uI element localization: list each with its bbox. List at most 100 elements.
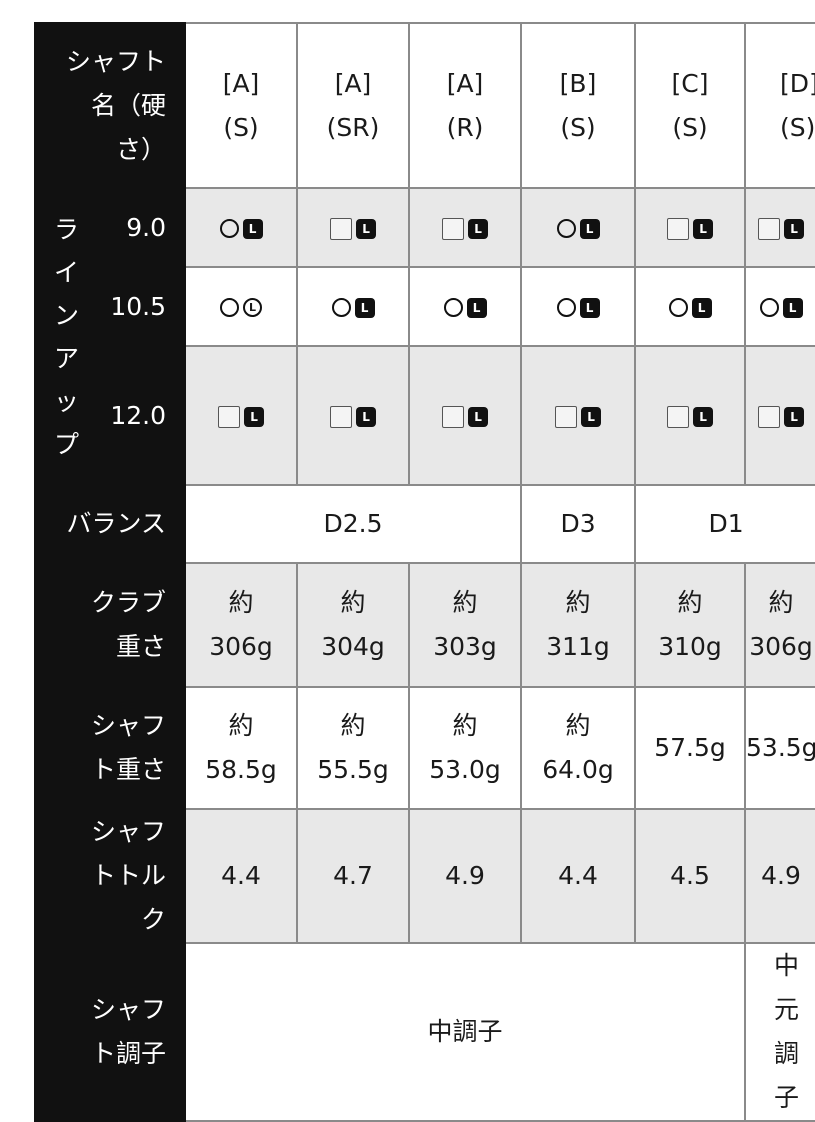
shaft-flex: (R): [446, 112, 484, 142]
left-handed-filled-icon: L: [242, 218, 263, 239]
shaft-flex: (S): [780, 112, 815, 142]
label-club-weight: クラブ重さ: [34, 562, 187, 688]
balance-value: D1: [634, 484, 815, 564]
club-weight-value: 約 303g: [408, 562, 523, 688]
label-lineup: ラインアップ: [34, 187, 96, 486]
approx-prefix: 約: [340, 588, 366, 617]
col-header: [D] (S): [744, 22, 815, 189]
left-handed-filled-icon: L: [579, 297, 600, 318]
row-balance: バランス D2.5 D3 D1: [34, 484, 815, 564]
weight-value: 306g: [749, 632, 813, 661]
lineup-cell: L: [408, 187, 523, 268]
shaft-flex: (S): [672, 112, 708, 142]
col-header: [A] (R): [408, 22, 523, 189]
left-handed-filled-icon: L: [356, 218, 377, 239]
weight-value: 304g: [321, 632, 385, 661]
approx-prefix: 約: [677, 588, 703, 617]
lineup-cell: L: [744, 266, 815, 347]
left-handed-filled-icon: L: [784, 218, 805, 239]
weight-value: 58.5g: [205, 755, 277, 784]
shaft-flex: (S): [223, 112, 259, 142]
torque-value: 4.4: [520, 808, 637, 944]
torque-value: 4.7: [296, 808, 411, 944]
club-weight-value: 約 311g: [520, 562, 637, 688]
label-shaft-flex: シャフト調子: [34, 942, 187, 1122]
lineup-cell: L: [634, 266, 747, 347]
square-icon: [758, 217, 781, 240]
weight-value: 64.0g: [542, 755, 614, 784]
balance-value: D2.5: [184, 484, 523, 564]
shaft-weight-value: 約 58.5g: [184, 686, 299, 810]
torque-value: 4.4: [184, 808, 299, 944]
shaft-flex: (S): [560, 112, 596, 142]
circle-icon: [668, 298, 688, 317]
label-shaft-weight: シャフト重さ: [34, 686, 187, 810]
balance-value: D3: [520, 484, 637, 564]
col-header: [A] (SR): [296, 22, 411, 189]
left-handed-filled-icon: L: [691, 297, 712, 318]
flex-value: 中調子: [184, 942, 747, 1122]
torque-value: 4.9: [408, 808, 523, 944]
lineup-cell: L: [184, 345, 299, 486]
lineup-cell: L: [634, 187, 747, 268]
shaft-weight-value: 53.5g: [744, 686, 815, 810]
loft-label: 12.0: [93, 345, 187, 486]
weight-value: 303g: [433, 632, 497, 661]
shaft-name: [A]: [446, 68, 484, 98]
circle-icon: [556, 298, 576, 317]
square-icon: [330, 217, 353, 240]
shaft-name: [C]: [671, 68, 709, 98]
loft-label: 10.5: [93, 266, 187, 347]
left-handed-filled-icon: L: [356, 406, 377, 427]
lineup-cell: L: [520, 266, 637, 347]
club-weight-value: 約 310g: [634, 562, 747, 688]
lineup-cell: L: [296, 266, 411, 347]
square-icon: [218, 405, 241, 428]
square-icon: [758, 405, 781, 428]
left-handed-filled-icon: L: [468, 406, 489, 427]
lineup-cell: L: [520, 345, 637, 486]
square-icon: [442, 405, 465, 428]
row-loft-10-5: 10.5 L L L L L L: [35, 266, 815, 347]
lineup-cell: L: [744, 187, 815, 268]
col-header: [B] (S): [520, 22, 637, 189]
shaft-flex: (SR): [326, 112, 380, 142]
row-shaft-flex: シャフト調子 中調子 中元調子: [34, 942, 815, 1122]
square-icon: [667, 217, 690, 240]
weight-value: 306g: [209, 632, 273, 661]
left-handed-filled-icon: L: [693, 406, 714, 427]
left-handed-filled-icon: L: [244, 406, 265, 427]
row-shaft-name: シャフト名（硬さ） [A] (S) [A] (SR) [A] (R) [B] (S) […: [34, 22, 815, 189]
approx-prefix: 約: [340, 711, 366, 740]
col-header: [C] (S): [634, 22, 747, 189]
spec-table-container: シャフト名（硬さ） [A] (S) [A] (SR) [A] (R) [B] (S) […: [34, 22, 815, 1122]
label-shaft-name: シャフト名（硬さ）: [34, 22, 187, 189]
shaft-weight-value: 約 64.0g: [520, 686, 637, 810]
shaft-name: [D]: [780, 68, 815, 98]
lineup-cell: L: [634, 345, 747, 486]
label-balance: バランス: [34, 484, 187, 564]
left-handed-filled-icon: L: [354, 297, 375, 318]
approx-prefix: 約: [565, 588, 591, 617]
torque-value: 4.9: [744, 808, 815, 944]
flex-value: 中元調子: [744, 942, 815, 1122]
shaft-weight-value: 約 55.5g: [296, 686, 411, 810]
lineup-cell: L: [296, 187, 411, 268]
weight-value: 53.5g: [746, 733, 815, 762]
label-shaft-torque: シャフトトルク: [34, 808, 187, 944]
approx-prefix: 約: [565, 711, 591, 740]
left-handed-filled-icon: L: [693, 218, 714, 239]
circle-icon: [556, 219, 576, 238]
circle-icon: [759, 298, 779, 317]
circle-icon: [443, 298, 463, 317]
circle-icon: [220, 298, 240, 317]
left-handed-filled-icon: L: [782, 297, 803, 318]
club-weight-value: 約 304g: [296, 562, 411, 688]
left-handed-circle-icon: L: [243, 298, 263, 317]
approx-prefix: 約: [228, 588, 254, 617]
lineup-text: ラインアップ: [54, 214, 80, 459]
approx-prefix: 約: [452, 588, 478, 617]
weight-value: 311g: [546, 632, 610, 661]
lineup-cell: L: [520, 187, 637, 268]
approx-prefix: 約: [452, 711, 478, 740]
